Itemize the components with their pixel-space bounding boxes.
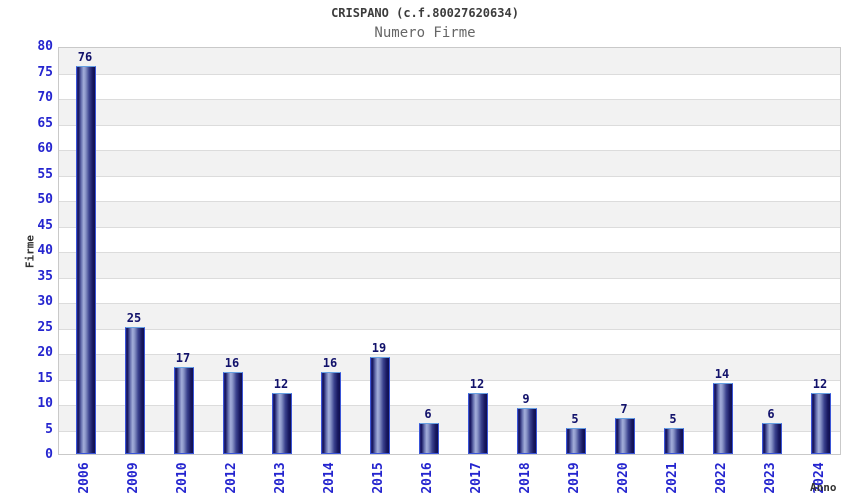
bar-2014	[321, 372, 341, 454]
bar-2022	[713, 383, 733, 454]
gridline	[59, 328, 840, 330]
plot-band	[59, 99, 840, 125]
y-tick-label: 55	[37, 166, 53, 182]
y-tick-label: 5	[45, 421, 53, 437]
plot-band	[59, 201, 840, 227]
gridline	[59, 277, 840, 279]
x-tick-label: 2012	[224, 462, 239, 494]
y-tick-label: 60	[37, 141, 53, 156]
gridline	[59, 201, 840, 202]
bar-value-label: 9	[522, 392, 530, 406]
bar-value-label: 25	[126, 311, 142, 325]
plot-band	[59, 227, 840, 253]
bar-value-label: 16	[322, 356, 338, 370]
plot-band	[59, 176, 840, 202]
chart-subtitle: Numero Firme	[374, 25, 476, 41]
bar-value-label: 12	[812, 377, 828, 391]
bar-2017	[468, 393, 488, 454]
bar-value-label: 12	[273, 377, 289, 391]
x-tick-label: 2016	[420, 462, 435, 494]
bar-2021	[664, 428, 684, 454]
plot-band	[59, 303, 840, 329]
bar-value-label: 12	[469, 377, 485, 391]
bar-value-label: 14	[714, 367, 730, 381]
x-tick-label: 2014	[322, 462, 337, 494]
x-tick-label: 2023	[763, 462, 778, 494]
gridline	[59, 303, 840, 304]
y-tick-label: 35	[37, 268, 53, 284]
chart-title: CRISPANO (c.f.80027620634)	[331, 6, 519, 20]
bar-2016	[419, 423, 439, 454]
y-tick-label: 15	[37, 370, 53, 386]
bar-2006	[76, 66, 96, 454]
bar-value-label: 6	[767, 407, 775, 421]
x-tick-label: 2021	[665, 462, 680, 494]
x-tick-label: 2009	[126, 462, 141, 494]
bar-value-label: 76	[77, 50, 93, 64]
gridline	[59, 405, 840, 406]
x-axis-title: Anno	[810, 481, 837, 494]
gridline	[59, 150, 840, 151]
y-tick-label: 80	[37, 39, 53, 54]
bar-2024	[811, 393, 831, 454]
x-tick-label: 2019	[567, 462, 582, 494]
bar-value-label: 6	[424, 407, 432, 421]
bar-value-label: 5	[669, 412, 677, 426]
y-tick-label: 25	[37, 319, 53, 335]
bar-2018	[517, 408, 537, 454]
y-tick-label: 10	[37, 396, 53, 411]
plot-band	[59, 278, 840, 304]
gridline	[59, 124, 840, 126]
bar-value-label: 19	[371, 341, 387, 355]
bar-value-label: 7	[620, 402, 628, 416]
plot-band	[59, 48, 840, 74]
gridline	[59, 73, 840, 75]
bar-2012	[223, 372, 243, 454]
plot-band	[59, 252, 840, 278]
gridline	[59, 379, 840, 381]
gridline	[59, 354, 840, 355]
y-axis-title: Firme	[23, 234, 37, 269]
x-tick-label: 2015	[371, 462, 386, 494]
y-tick-label: 40	[37, 243, 53, 258]
gridline	[59, 430, 840, 432]
y-tick-label: 50	[37, 192, 53, 207]
plot-band	[59, 150, 840, 176]
gridline	[59, 99, 840, 100]
x-tick-label: 2010	[175, 462, 190, 494]
y-tick-label: 70	[37, 90, 53, 105]
x-tick-label: 2020	[616, 462, 631, 494]
bar-value-label: 16	[224, 356, 240, 370]
plot-area	[58, 47, 841, 455]
gridline	[59, 175, 840, 177]
y-tick-label: 45	[37, 217, 53, 233]
bar-2023	[762, 423, 782, 454]
x-tick-label: 2006	[77, 462, 92, 494]
y-tick-label: 30	[37, 294, 53, 309]
bar-2020	[615, 418, 635, 454]
bar-value-label: 17	[175, 351, 191, 365]
bar-2015	[370, 357, 390, 454]
x-tick-label: 2018	[518, 462, 533, 494]
bar-2010	[174, 367, 194, 454]
y-tick-label: 65	[37, 115, 53, 131]
bar-2013	[272, 393, 292, 454]
x-tick-label: 2022	[714, 462, 729, 494]
y-tick-label: 20	[37, 345, 53, 360]
bar-value-label: 5	[571, 412, 579, 426]
y-tick-label: 0	[45, 447, 53, 462]
plot-band	[59, 125, 840, 151]
plot-band	[59, 74, 840, 100]
bar-2019	[566, 428, 586, 454]
x-tick-label: 2017	[469, 462, 484, 494]
bar-2009	[125, 327, 145, 454]
gridline	[59, 226, 840, 228]
y-tick-label: 75	[37, 64, 53, 80]
x-tick-label: 2013	[273, 462, 288, 494]
gridline	[59, 252, 840, 253]
